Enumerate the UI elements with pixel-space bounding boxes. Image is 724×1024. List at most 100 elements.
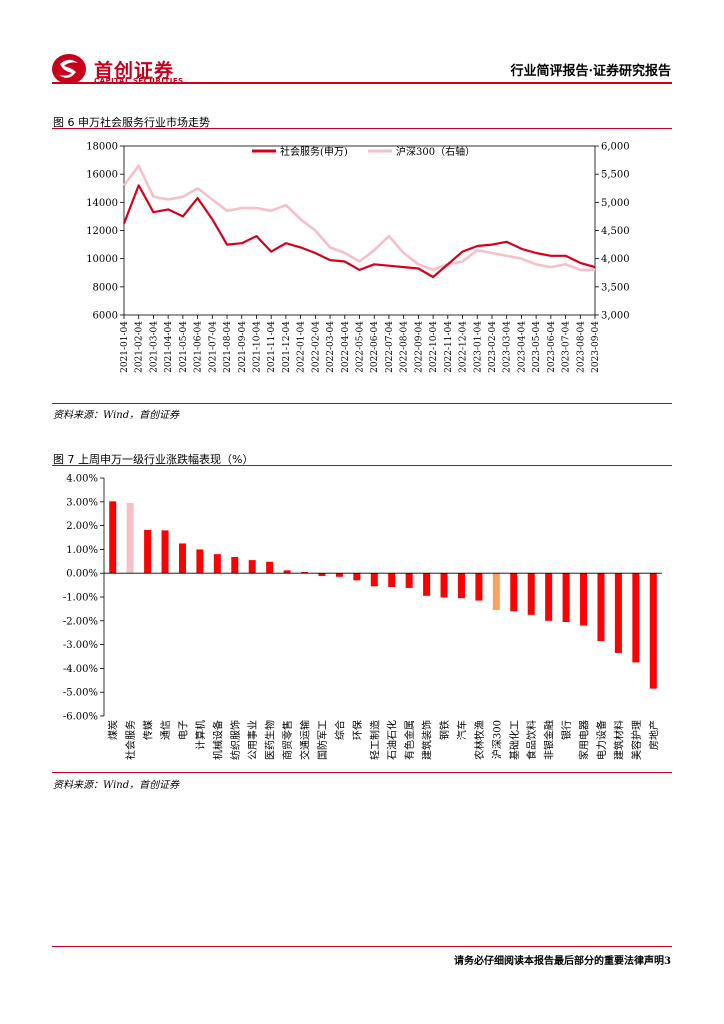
- x-axis-tick-label: 2021-04-04: [164, 321, 174, 373]
- x-axis-tick-label: 2023-09-04: [591, 321, 601, 373]
- bar: [213, 554, 221, 574]
- x-axis-category-label: 国防军工: [316, 720, 329, 760]
- left-axis-tick-label: 8000: [93, 282, 118, 293]
- y-axis-tick-label: -4.00%: [63, 664, 98, 675]
- figure7-title-rule: [52, 465, 672, 466]
- x-axis-category-label: 建筑装饰: [421, 720, 434, 760]
- y-axis-tick-label: -2.00%: [63, 616, 98, 627]
- bar: [545, 573, 553, 621]
- bar: [161, 530, 169, 574]
- bar: [301, 572, 309, 574]
- x-axis-tick-label: 2022-07-04: [385, 321, 395, 373]
- right-axis-tick-label: 5,000: [601, 198, 630, 209]
- x-axis-tick-label: 2022-11-04: [444, 321, 454, 373]
- x-axis-tick-label: 2023-02-04: [488, 321, 498, 373]
- x-axis-category-label: 社会服务: [124, 720, 137, 760]
- bar: [562, 573, 570, 622]
- header-divider: [52, 82, 672, 84]
- bar: [318, 573, 326, 577]
- bar: [109, 501, 117, 574]
- bar: [475, 573, 483, 601]
- bar: [370, 573, 378, 587]
- x-axis-tick-label: 2021-11-04: [267, 321, 277, 373]
- x-axis-tick-label: 2022-08-04: [400, 321, 410, 373]
- x-axis-category-label: 家用电器: [578, 720, 591, 760]
- left-axis-tick-label: 18000: [86, 142, 118, 153]
- x-axis-category-label: 电力设备: [595, 720, 608, 760]
- x-axis-category-label: 非银金融: [543, 720, 556, 760]
- bar: [597, 573, 605, 642]
- bar: [632, 573, 640, 663]
- bar: [614, 573, 622, 653]
- x-axis-tick-label: 2022-01-04: [297, 321, 307, 373]
- left-axis-tick-label: 6000: [93, 311, 118, 322]
- x-axis-tick-label: 2022-05-04: [356, 321, 366, 373]
- bar: [353, 573, 361, 581]
- left-axis-tick-label: 12000: [86, 226, 118, 237]
- bar: [231, 557, 239, 574]
- right-axis-tick-label: 3,000: [601, 311, 630, 322]
- legend-label: 沪深300（右轴）: [396, 145, 475, 158]
- x-axis-category-label: 有色金属: [403, 720, 416, 760]
- bar: [423, 573, 431, 596]
- x-axis-tick-label: 2021-06-04: [194, 321, 204, 373]
- company-logo: 首创证券 CAPITAL SECURITIES: [50, 52, 200, 86]
- figure6-title: 图 6 申万社会服务行业市场走势: [53, 116, 210, 129]
- x-axis-category-label: 汽车: [455, 720, 468, 740]
- plot-frame: [123, 145, 596, 316]
- bar: [649, 573, 657, 689]
- x-axis-tick-label: 2023-07-04: [562, 321, 572, 373]
- y-axis-tick-label: 1.00%: [66, 545, 98, 556]
- bar: [283, 570, 291, 574]
- left-axis-tick-label: 10000: [86, 254, 118, 265]
- x-axis-category-label: 机械设备: [211, 720, 224, 760]
- x-axis-category-label: 综合: [333, 720, 346, 740]
- x-axis-tick-label: 2023-08-04: [576, 321, 586, 373]
- x-axis-category-label: 计算机: [194, 720, 207, 750]
- x-axis-category-label: 农林牧渔: [473, 720, 486, 760]
- right-axis-tick-label: 4,000: [601, 254, 630, 265]
- bar: [196, 549, 204, 574]
- bar: [178, 543, 186, 574]
- bar: [248, 560, 256, 574]
- right-axis-tick-label: 4,500: [601, 226, 630, 237]
- x-axis-tick-label: 2022-10-04: [429, 321, 439, 373]
- bar: [457, 573, 465, 599]
- x-axis-category-label: 基础化工: [508, 720, 521, 760]
- bar: [266, 561, 274, 574]
- x-axis-tick-label: 2021-12-04: [282, 321, 292, 373]
- x-axis-tick-label: 2022-03-04: [326, 321, 336, 373]
- left-axis-tick-label: 16000: [86, 170, 118, 181]
- series-line-social-services: [122, 184, 596, 279]
- legend-label: 社会服务(申万): [280, 145, 348, 158]
- x-axis-category-label: 商贸零售: [281, 720, 294, 760]
- right-axis-tick-label: 3,500: [601, 282, 630, 293]
- x-axis-tick-label: 2023-04-04: [517, 321, 527, 373]
- page-number: 3: [664, 956, 671, 967]
- y-axis-tick-label: -6.00%: [63, 712, 98, 723]
- y-axis-tick-label: 0.00%: [66, 569, 98, 580]
- footer-disclaimer-text: 请务必仔细阅读本报告最后部分的重要法律声明: [454, 956, 665, 967]
- figure7-bottom-rule: [52, 772, 672, 773]
- footer-divider: [52, 946, 672, 947]
- bar: [405, 573, 413, 588]
- x-axis-category-label: 建筑材料: [612, 720, 625, 760]
- x-axis-category-label: 煤炭: [107, 720, 120, 740]
- x-axis-category-label: 沪深300: [490, 720, 503, 759]
- figure6-line-chart: 6000 8000 10000 12000 14000 16000 18000 3,000 3,…: [86, 142, 630, 373]
- x-axis-category-label: 纺织服饰: [229, 720, 242, 760]
- figure6-bottom-rule: [52, 403, 672, 404]
- x-axis-tick-label: 2022-09-04: [414, 321, 424, 373]
- x-axis-category-label: 美容护理: [630, 720, 643, 760]
- right-axis-tick-label: 6,000: [601, 142, 630, 153]
- bar: [440, 573, 448, 598]
- figure6-source: 资料来源：Wind，首创证券: [53, 410, 180, 421]
- x-axis-tick-label: 2021-03-04: [149, 321, 159, 373]
- series-line-csi300: [122, 164, 595, 272]
- x-axis-tick-label: 2022-12-04: [459, 321, 469, 373]
- x-axis-tick-label: 2022-04-04: [341, 321, 351, 373]
- x-axis-tick-label: 2021-01-04: [120, 321, 130, 373]
- y-axis-tick-label: -5.00%: [63, 688, 98, 699]
- x-axis-tick-label: 2023-01-04: [473, 321, 483, 373]
- x-axis-category-label: 房地产: [647, 720, 660, 750]
